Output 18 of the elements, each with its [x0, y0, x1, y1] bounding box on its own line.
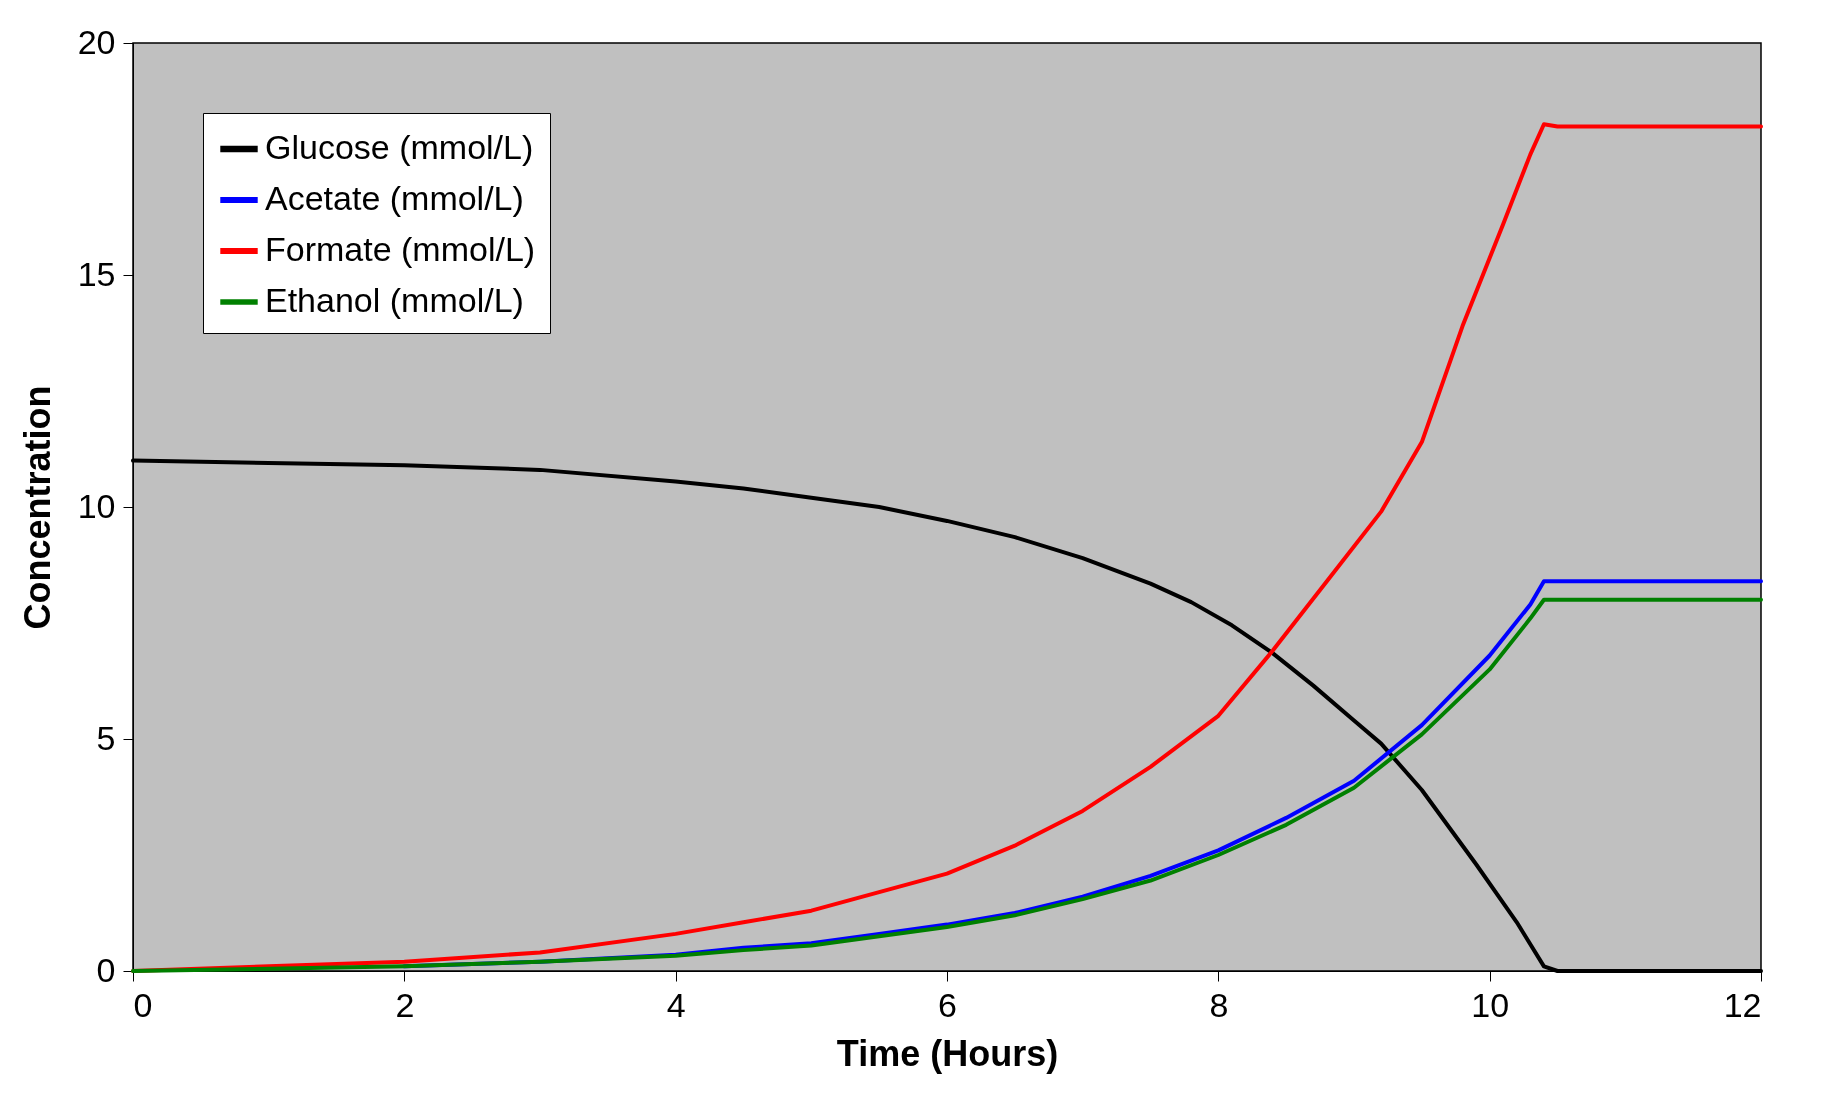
legend-label: Acetate (mmol/L) — [265, 179, 524, 217]
x-tick-label: 10 — [1471, 985, 1510, 1024]
legend-label: Glucose (mmol/L) — [265, 128, 534, 166]
y-tick-label: 10 — [77, 486, 116, 525]
x-tick-label: 2 — [395, 985, 415, 1024]
x-tick-label: 6 — [938, 985, 957, 1024]
legend-label: Formate (mmol/L) — [265, 230, 536, 268]
y-tick-label: 5 — [96, 718, 116, 757]
x-tick-label: 0 — [133, 985, 153, 1024]
x-axis-title: Time (Hours) — [836, 1032, 1059, 1074]
x-tick-label: 12 — [1723, 985, 1762, 1024]
x-tick-label: 8 — [1209, 985, 1229, 1024]
y-axis-title: Concentration — [16, 385, 58, 630]
y-tick-label: 15 — [77, 254, 116, 293]
x-tick-label: 4 — [666, 985, 686, 1024]
y-tick-label: 0 — [96, 950, 116, 989]
legend-label: Ethanol (mmol/L) — [265, 281, 524, 319]
y-tick-label: 20 — [77, 22, 116, 61]
